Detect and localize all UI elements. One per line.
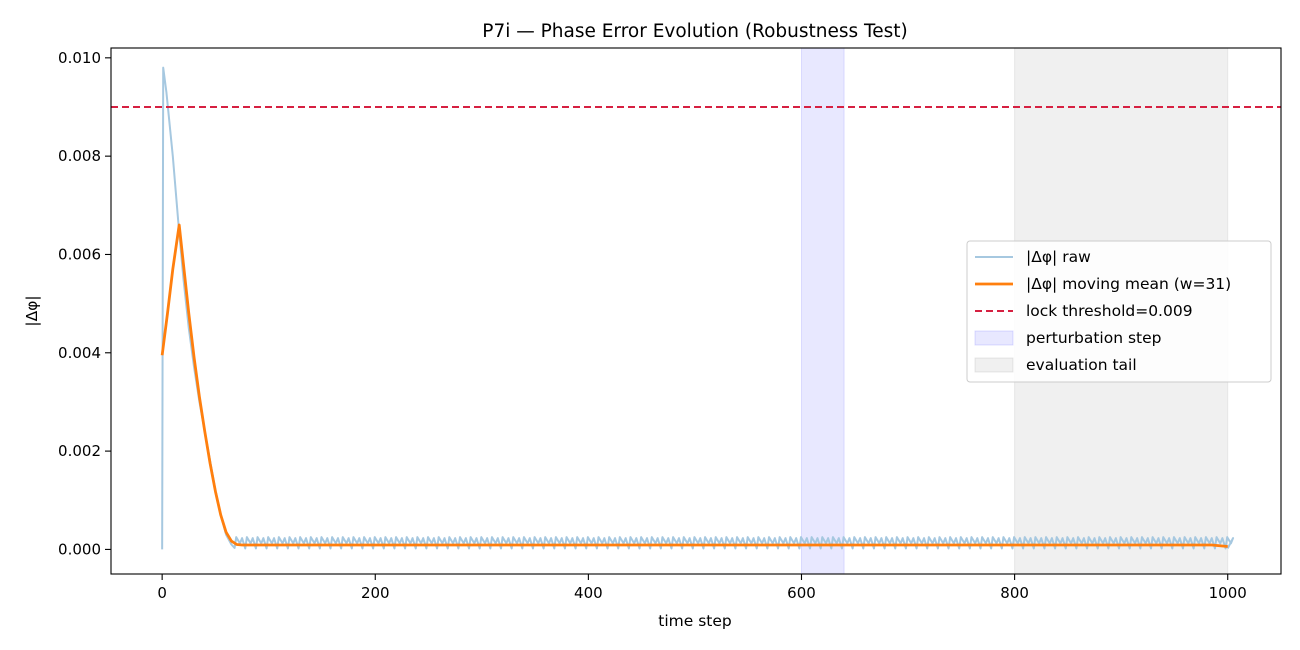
x-tick-label: 200 — [361, 584, 390, 602]
y-tick-label: 0.000 — [58, 540, 101, 558]
x-tick-label: 600 — [787, 584, 816, 602]
legend-box — [966, 240, 1272, 383]
x-tick-label: 400 — [574, 584, 603, 602]
y-tick-label: 0.004 — [58, 344, 101, 362]
legend: |Δφ| raw |Δφ| moving mean (w=31) lock thre… — [966, 240, 1272, 383]
plot-frame — [110, 47, 1282, 575]
y-tick-label: 0.002 — [58, 442, 101, 460]
x-tick-label: 800 — [1000, 584, 1029, 602]
legend-threshold-label: lock threshold=0.009 — [1026, 302, 1193, 320]
chart-title: P7i — Phase Error Evolution (Robustness … — [482, 21, 907, 42]
legend-raw-label: |Δφ| raw — [1026, 248, 1091, 266]
y-tick-label: 0.010 — [58, 49, 101, 67]
y-tick-label: 0.008 — [58, 147, 101, 165]
raw-series-line — [161, 66, 1235, 550]
x-tick-label: 1000 — [1209, 584, 1247, 602]
span-perturbation-step — [800, 47, 845, 575]
legend-evaluation-label: evaluation tail — [1026, 356, 1137, 374]
x-axis-label: time step — [658, 612, 731, 630]
legend-evaluation-swatch — [974, 357, 1014, 373]
x-tick-label: 0 — [157, 584, 167, 602]
legend-perturbation-label: perturbation step — [1026, 329, 1162, 347]
moving-mean-series-line — [160, 223, 1228, 548]
legend-moving-mean-label: |Δφ| moving mean (w=31) — [1026, 275, 1231, 293]
y-axis-label: |Δφ| — [23, 295, 41, 326]
y-tick-label: 0.006 — [58, 245, 101, 263]
legend-perturbation-swatch — [974, 330, 1014, 346]
